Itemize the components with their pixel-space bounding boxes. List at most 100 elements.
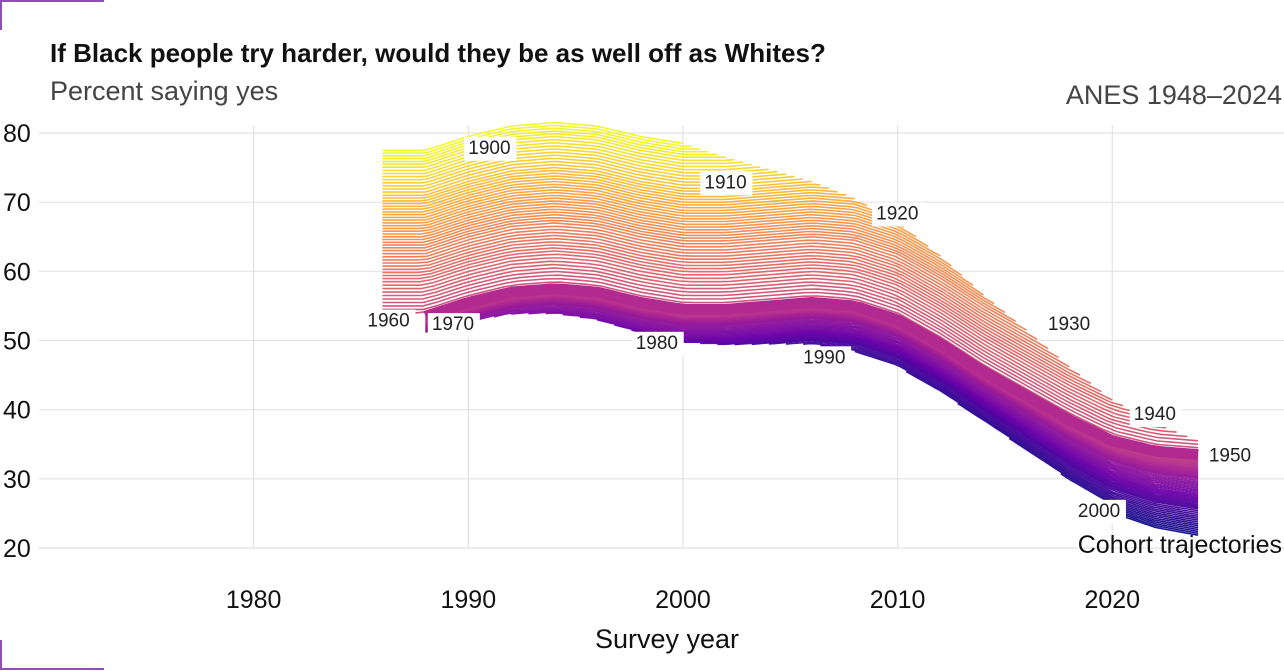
cohort-label: 1900 [468, 138, 510, 159]
cohort-line [382, 228, 1049, 350]
cohort-line [459, 306, 1199, 483]
x-axis-title: Survey year [595, 624, 739, 654]
cohort-line [382, 267, 1177, 433]
corner-mark-bottom-left [0, 640, 2, 670]
cohort-line [382, 124, 692, 154]
x-tick-label: 2000 [655, 586, 711, 614]
cohort-line [382, 263, 1166, 429]
cohort-line [382, 217, 1006, 314]
cohort-line [683, 334, 1199, 503]
cohort-line [1060, 473, 1199, 527]
cohort-line [382, 281, 1199, 449]
y-tick-label: 80 [3, 120, 31, 148]
cohort-line [382, 175, 838, 205]
cohort-line [382, 260, 1156, 425]
cohort-line [1112, 510, 1199, 535]
cohort-line [854, 350, 1199, 519]
cohort-line [425, 294, 1199, 466]
cohort-line [493, 308, 1199, 486]
cohort-line [734, 337, 1199, 507]
cohort-label-bg [464, 136, 517, 161]
y-tick-label: 20 [3, 535, 31, 563]
cohort-label-bg [427, 313, 480, 338]
legend-text: Cohort trajectories [1078, 531, 1282, 559]
cohort-line [751, 338, 1199, 509]
cohort-line [442, 304, 1199, 481]
cohort-line [1112, 508, 1199, 533]
cohort-line [820, 344, 1199, 516]
cohort-line [382, 213, 995, 305]
cohort-line [614, 324, 1199, 497]
cohort-line [382, 222, 1027, 331]
cohort-line [382, 183, 868, 213]
cohort-line [425, 294, 1199, 465]
cohort-line [382, 132, 718, 163]
cohort-line [545, 312, 1199, 491]
cohort-line [382, 257, 1145, 419]
cohort-line [528, 311, 1199, 489]
x-tick-label: 1990 [440, 586, 496, 614]
x-tick-label: 1980 [226, 586, 282, 614]
cohort-line [785, 341, 1199, 512]
y-tick-label: 70 [3, 189, 31, 217]
cohort-label-bg [1129, 403, 1182, 428]
cohort-line [382, 244, 1102, 393]
cohort-label-bg [363, 309, 416, 334]
cohort-line [382, 130, 709, 160]
cohort-line [803, 342, 1199, 514]
y-tick-label: 40 [3, 397, 31, 425]
chart-title: If Black people try harder, would they b… [50, 38, 826, 68]
corner-mark-bottom [0, 668, 104, 670]
cohort-line [382, 186, 880, 216]
cohort-line [382, 144, 752, 175]
cohort-line [382, 208, 974, 286]
cohort-line [382, 237, 1081, 376]
cohort-line [382, 194, 917, 238]
cohort-line [382, 177, 847, 208]
corner-mark-top [0, 0, 104, 2]
cohort-line [382, 250, 1124, 407]
cohort-line [382, 172, 829, 202]
cohort-label-bg [1204, 444, 1257, 469]
cohort-label-bg [799, 346, 852, 371]
highlight-cohort-1950-line [423, 283, 1199, 461]
cohort-line [1112, 511, 1199, 536]
cohort-line [700, 335, 1199, 504]
cohort-line [1112, 505, 1199, 529]
cohort-line [382, 191, 905, 228]
cohort-label-bg [872, 202, 925, 227]
x-tick-label: 2010 [870, 586, 926, 614]
cohort-line [382, 138, 735, 168]
cohort-line [1008, 437, 1199, 525]
cohort-label-bg [631, 331, 684, 356]
cohort-line [382, 211, 984, 296]
cohort-line [1112, 506, 1199, 531]
cohort-line [382, 148, 761, 178]
cohort-line [837, 347, 1199, 518]
cohort-line [476, 307, 1199, 485]
cohort-line [382, 253, 1134, 413]
cohort-labels: 1900 1910 1920 1930 1940 1950 1960 1970 1980 1990… [363, 136, 1257, 524]
cohort-line [382, 241, 1092, 385]
cohort-line [382, 121, 684, 152]
cohort-line [665, 333, 1199, 501]
cohort-label: 1990 [803, 347, 845, 368]
cohort-line [382, 247, 1113, 401]
corner-mark-top-left [0, 0, 2, 30]
cohort-label: 1950 [1209, 446, 1251, 467]
cohort-line [382, 205, 963, 277]
cohort-label-bg [1043, 313, 1096, 338]
cohort-line [382, 197, 929, 248]
cohort-line [905, 370, 1199, 521]
cohort-label: 1940 [1134, 404, 1176, 425]
cohort-label: 1960 [367, 311, 409, 332]
cohort-label: 2000 [1078, 501, 1120, 522]
cohort-line [382, 202, 952, 267]
cohort-label: 1980 [636, 333, 678, 354]
y-tick-label: 50 [3, 328, 31, 356]
highlight-cohort-line [423, 283, 1199, 461]
cohort-line [382, 142, 744, 172]
cohort-line [957, 402, 1199, 523]
axes: 20 30 40 50 60 70 80 1980 1990 2000 2010 2020 [3, 120, 1140, 614]
